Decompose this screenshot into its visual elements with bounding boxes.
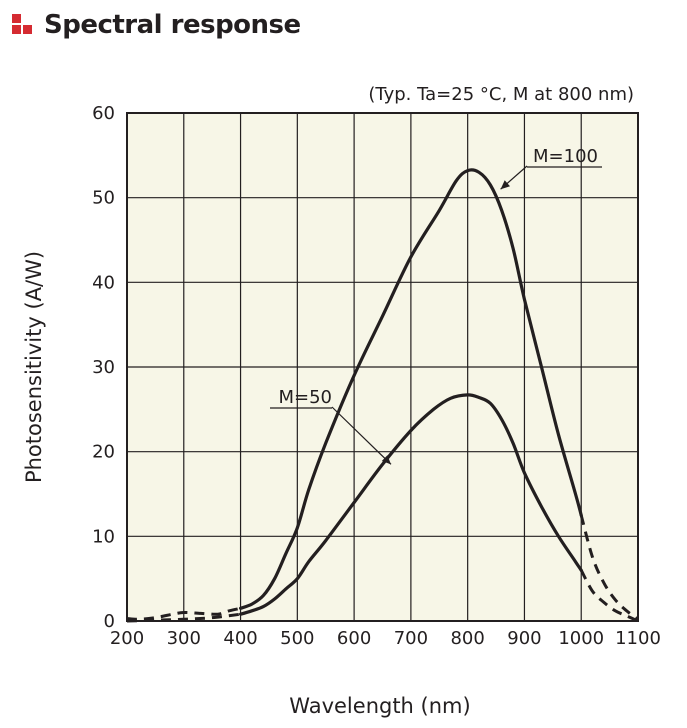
plot-frame xyxy=(126,112,639,622)
series-dashed-m-100-short xyxy=(126,606,241,621)
y-tick-label: 0 xyxy=(104,611,115,632)
y-tick-label: 20 xyxy=(92,442,115,463)
y-tick-label: 50 xyxy=(92,188,115,209)
y-tick-labels: 0 10 20 30 40 50 60 xyxy=(92,103,115,632)
series-dashed-m-50-long xyxy=(579,569,639,623)
series-line-m-50 xyxy=(239,393,583,616)
annotation-label-m-100: M=100 xyxy=(533,146,598,167)
x-tick-label: 1000 xyxy=(558,628,604,649)
y-tick-label: 30 xyxy=(92,357,115,378)
x-tick-label: 400 xyxy=(223,628,257,649)
x-tick-label: 300 xyxy=(167,628,201,649)
chart-header: Spectral response xyxy=(12,8,301,42)
chart-title: Spectral response xyxy=(44,10,301,40)
x-tick-label: 900 xyxy=(507,628,541,649)
series-layer xyxy=(126,168,639,623)
annotation-label-m-50: M=50 xyxy=(278,387,332,408)
x-tick-label: 800 xyxy=(450,628,484,649)
y-tick-label: 60 xyxy=(92,103,115,124)
x-tick-label: 700 xyxy=(394,628,428,649)
y-axis-label: Photosensitivity (A/W) xyxy=(22,251,46,483)
x-tick-label: 500 xyxy=(280,628,314,649)
x-tick-label: 200 xyxy=(110,628,144,649)
annotation-arrowhead-m-100 xyxy=(500,180,510,190)
red-bullet-icon xyxy=(12,14,34,36)
x-tick-label: 1100 xyxy=(615,628,661,649)
x-axis-label: Wavelength (nm) xyxy=(289,694,470,718)
x-tick-label: 600 xyxy=(337,628,371,649)
y-tick-label: 10 xyxy=(92,526,115,547)
condition-note: (Typ. Ta=25 °C, M at 800 nm) xyxy=(368,84,634,105)
series-line-m-100 xyxy=(239,168,583,610)
y-tick-label: 40 xyxy=(92,272,115,293)
annotation-arrowhead-m-50 xyxy=(381,455,391,465)
series-dashed-m-100-long xyxy=(579,514,639,621)
x-tick-labels: 200 300 400 500 600 700 800 900 1000 1100 xyxy=(110,628,661,649)
annotations: M=100 M=50 xyxy=(270,146,602,465)
annotation-leader-m-50 xyxy=(331,406,392,465)
